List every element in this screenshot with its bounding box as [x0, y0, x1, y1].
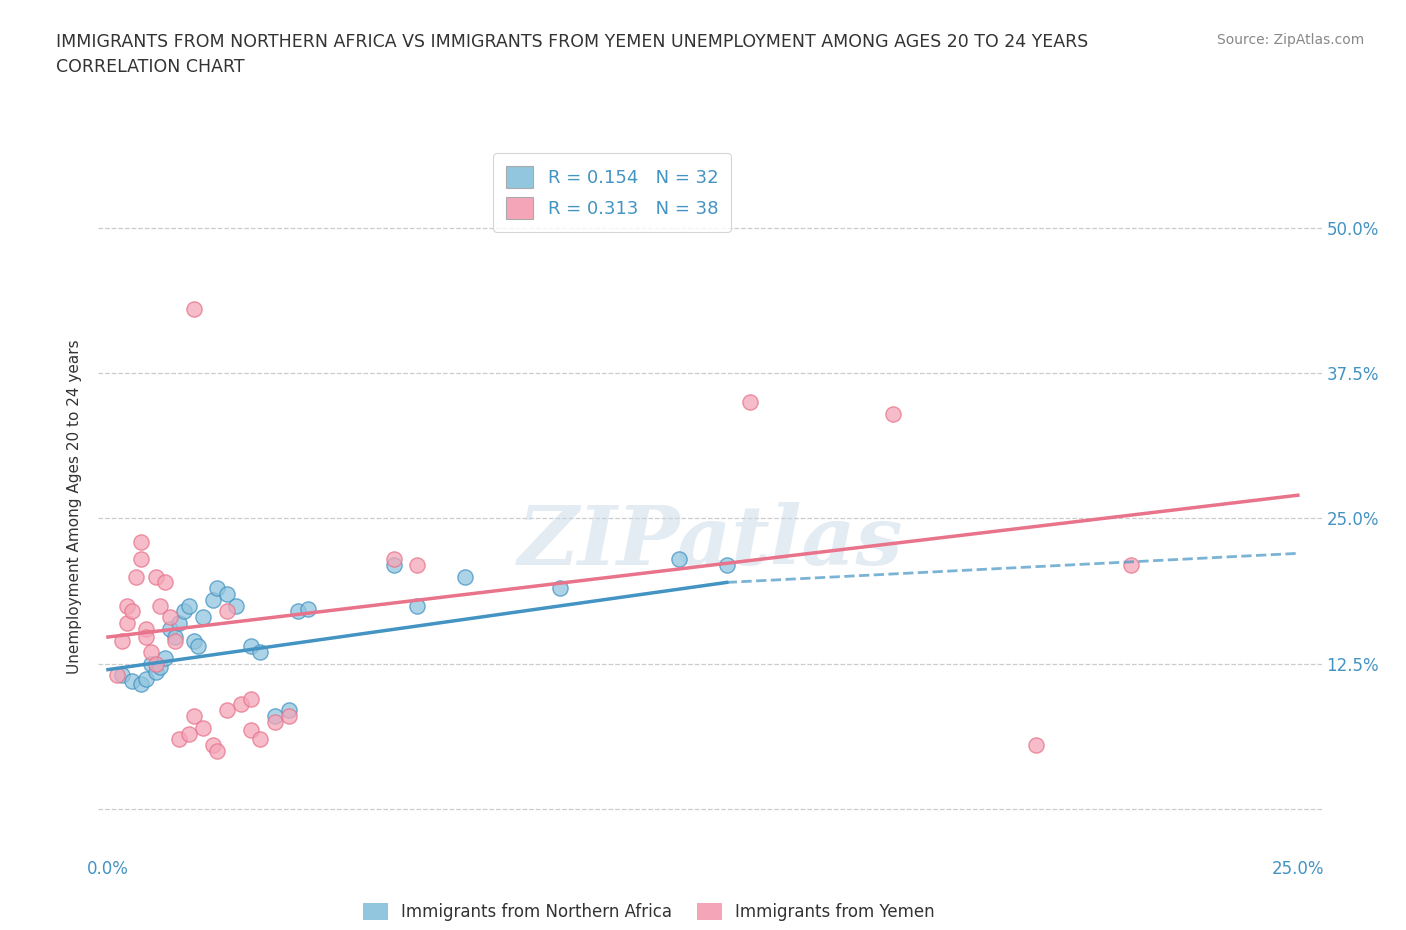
Point: [115, 616, 138, 631]
Point: [145, 665, 167, 680]
Point: [121, 673, 143, 688]
Point: [277, 703, 299, 718]
Point: [111, 668, 134, 683]
Point: [177, 598, 200, 613]
Point: [239, 723, 262, 737]
Point: [215, 587, 238, 602]
Point: [107, 668, 129, 683]
Point: [183, 302, 205, 317]
Point: [263, 714, 285, 729]
Point: [159, 621, 181, 636]
Point: [135, 621, 157, 636]
Legend: Immigrants from Northern Africa, Immigrants from Yemen: Immigrants from Northern Africa, Immigra…: [356, 896, 942, 927]
Point: [454, 569, 477, 584]
Point: [139, 657, 162, 671]
Point: [187, 639, 209, 654]
Point: [1025, 737, 1047, 752]
Text: Source: ZipAtlas.com: Source: ZipAtlas.com: [1216, 33, 1364, 46]
Point: [191, 720, 214, 735]
Point: [201, 592, 224, 607]
Point: [277, 709, 299, 724]
Point: [716, 558, 738, 573]
Point: [239, 639, 262, 654]
Point: [225, 598, 247, 613]
Point: [668, 551, 690, 566]
Point: [125, 569, 148, 584]
Point: [129, 535, 152, 550]
Point: [382, 551, 405, 566]
Point: [129, 551, 152, 566]
Point: [207, 744, 229, 759]
Point: [239, 691, 262, 706]
Point: [169, 732, 191, 747]
Point: [111, 633, 134, 648]
Point: [406, 598, 429, 613]
Point: [145, 569, 167, 584]
Point: [173, 604, 195, 619]
Point: [406, 558, 429, 573]
Point: [263, 709, 285, 724]
Point: [882, 406, 904, 421]
Point: [231, 698, 253, 712]
Point: [135, 630, 157, 644]
Point: [183, 633, 205, 648]
Point: [1121, 558, 1143, 573]
Point: [149, 598, 172, 613]
Point: [207, 580, 229, 596]
Point: [249, 732, 271, 747]
Point: [145, 657, 167, 671]
Point: [153, 651, 176, 666]
Point: [177, 726, 200, 741]
Point: [159, 610, 181, 625]
Point: [169, 616, 191, 631]
Point: [121, 604, 143, 619]
Point: [135, 671, 157, 686]
Point: [163, 630, 186, 644]
Point: [548, 580, 571, 596]
Point: [382, 558, 405, 573]
Y-axis label: Unemployment Among Ages 20 to 24 years: Unemployment Among Ages 20 to 24 years: [67, 339, 83, 674]
Point: [191, 610, 214, 625]
Point: [149, 660, 172, 675]
Point: [163, 633, 186, 648]
Text: CORRELATION CHART: CORRELATION CHART: [56, 58, 245, 75]
Point: [249, 644, 271, 659]
Point: [139, 644, 162, 659]
Point: [297, 602, 319, 617]
Point: [287, 604, 309, 619]
Point: [129, 676, 152, 691]
Point: [115, 598, 138, 613]
Text: ZIPatlas: ZIPatlas: [517, 501, 903, 582]
Point: [215, 703, 238, 718]
Point: [740, 395, 762, 410]
Text: IMMIGRANTS FROM NORTHERN AFRICA VS IMMIGRANTS FROM YEMEN UNEMPLOYMENT AMONG AGES: IMMIGRANTS FROM NORTHERN AFRICA VS IMMIG…: [56, 33, 1088, 50]
Point: [183, 709, 205, 724]
Point: [215, 604, 238, 619]
Point: [153, 575, 176, 590]
Point: [201, 737, 224, 752]
